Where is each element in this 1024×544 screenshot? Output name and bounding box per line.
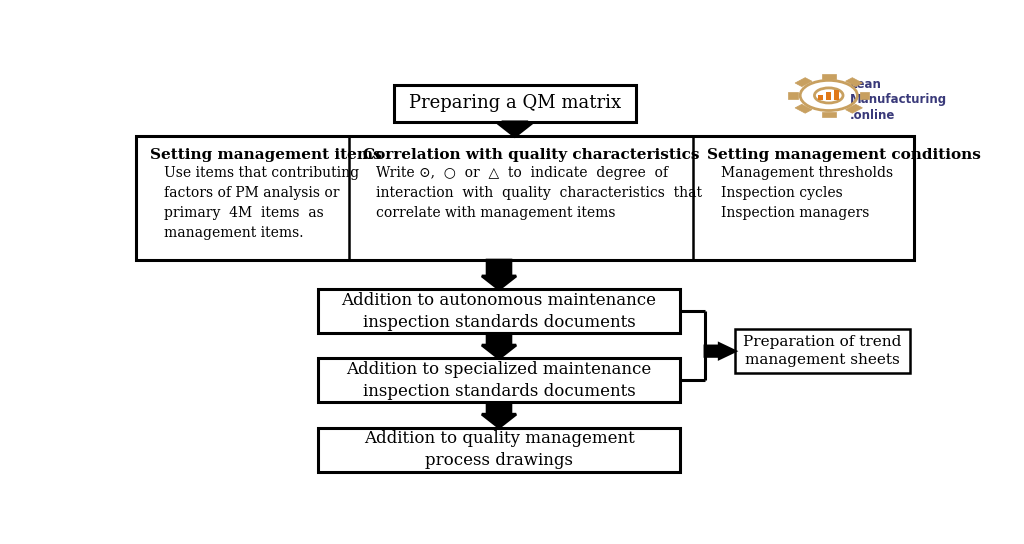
Text: Management thresholds
Inspection cycles
Inspection managers: Management thresholds Inspection cycles …: [721, 166, 893, 220]
FancyBboxPatch shape: [136, 137, 913, 260]
Text: Use items that contributing
factors of PM analysis or
primary  4M  items  as
man: Use items that contributing factors of P…: [164, 166, 358, 240]
Polygon shape: [482, 333, 516, 358]
Polygon shape: [846, 78, 862, 86]
FancyBboxPatch shape: [825, 92, 831, 100]
Text: Preparation of trend
management sheets: Preparation of trend management sheets: [743, 335, 901, 367]
FancyBboxPatch shape: [735, 329, 909, 373]
FancyBboxPatch shape: [318, 358, 680, 403]
Text: Setting management conditions: Setting management conditions: [708, 148, 981, 162]
Polygon shape: [482, 260, 516, 289]
FancyBboxPatch shape: [817, 95, 823, 100]
FancyBboxPatch shape: [318, 428, 680, 472]
Text: Addition to quality management
process drawings: Addition to quality management process d…: [364, 430, 635, 469]
Polygon shape: [705, 344, 735, 358]
Polygon shape: [821, 112, 836, 117]
Polygon shape: [482, 403, 516, 428]
Polygon shape: [846, 104, 862, 113]
Polygon shape: [498, 122, 532, 137]
Polygon shape: [795, 78, 812, 86]
FancyBboxPatch shape: [318, 289, 680, 333]
Polygon shape: [821, 74, 836, 79]
FancyBboxPatch shape: [834, 90, 839, 100]
Text: Lean
Manufacturing
.online: Lean Manufacturing .online: [850, 78, 947, 122]
Text: Setting management items: Setting management items: [151, 148, 382, 162]
Polygon shape: [860, 92, 869, 99]
Text: Correlation with quality characteristics: Correlation with quality characteristics: [362, 148, 699, 162]
Text: Addition to specialized maintenance
inspection standards documents: Addition to specialized maintenance insp…: [346, 361, 651, 400]
FancyBboxPatch shape: [394, 85, 636, 122]
Text: Preparing a QM matrix: Preparing a QM matrix: [409, 95, 621, 113]
Text: Addition to autonomous maintenance
inspection standards documents: Addition to autonomous maintenance inspe…: [342, 292, 656, 331]
Polygon shape: [788, 92, 798, 99]
Polygon shape: [795, 104, 812, 113]
Text: Write ⊙,  ○  or  △  to  indicate  degree  of
interaction  with  quality  charact: Write ⊙, ○ or △ to indicate degree of in…: [377, 166, 702, 220]
